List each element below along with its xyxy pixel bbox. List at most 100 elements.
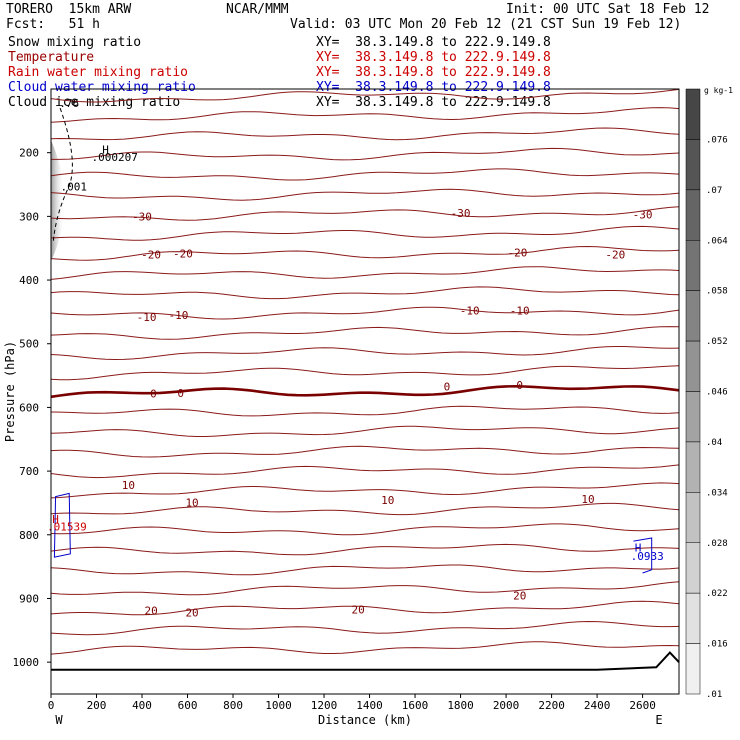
temperature-label: -10: [137, 311, 157, 324]
colorbar-tick-label: .07: [706, 186, 722, 196]
x-tick-label: 1000: [265, 699, 292, 712]
east-label: E: [655, 713, 662, 727]
temperature-label: 20: [352, 603, 365, 616]
colorbar-tick-label: .034: [706, 488, 728, 498]
colorbar-bin: [685, 492, 701, 544]
temperature-contours: [50, 88, 680, 655]
snow-label: .000207: [92, 151, 138, 164]
x-tick-label: 2400: [584, 699, 611, 712]
y-tick-label: 900: [19, 592, 39, 605]
temperature-label: -10: [460, 305, 480, 318]
x-tick-label: 200: [87, 699, 107, 712]
temperature-label: 20: [513, 589, 526, 602]
temperature-contour: [50, 445, 680, 458]
colorbar-bin: [685, 340, 701, 392]
temperature-contour: [50, 543, 680, 556]
colorbar-bin: [685, 240, 701, 291]
colorbar-bin: [685, 643, 701, 695]
temperature-label: 10: [122, 479, 135, 492]
field-cloud-water-name: Cloud water mixing ratio: [8, 80, 196, 95]
temperature-label: 10: [185, 496, 198, 509]
x-tick-label: 0: [48, 699, 55, 712]
colorbar-tick-label: .028: [706, 539, 728, 549]
temperature-contour: [50, 88, 680, 103]
snow-contour: [52, 107, 73, 242]
temperature-contour: [50, 425, 680, 437]
temperature-contour: [50, 266, 680, 280]
colorbar-tick-label: .076: [706, 135, 728, 145]
colorbar-bin: [685, 542, 701, 594]
field-cloud-water-xy: XY= 38.3.149.8 to 222.9.149.8: [316, 80, 551, 95]
colorbar-bin: [685, 391, 701, 443]
temperature-contour: [50, 107, 680, 123]
temperature-label: 10: [581, 493, 594, 506]
forecast-hour: Fcst: 51 h: [6, 17, 100, 32]
cloud-water-contour-west: [53, 492, 71, 558]
snow-shade: [51, 139, 65, 261]
temperature-label: 0: [177, 387, 184, 400]
temperature-label: -20: [141, 249, 161, 262]
temperature-contour: [50, 523, 680, 536]
x-tick-label: 600: [178, 699, 198, 712]
y-axis-label: Pressure (hPa): [3, 341, 17, 442]
west-label: W: [55, 713, 63, 727]
y-tick-label: 400: [19, 274, 39, 287]
temperature-contour: [50, 464, 680, 479]
rain-label: H: [52, 513, 59, 526]
temperature-contour: [50, 641, 680, 655]
temperature-contour: [50, 127, 680, 141]
field-rain-name: Rain water mixing ratio: [8, 65, 189, 80]
colorbar-tick-label: .064: [706, 236, 728, 246]
colorbar-unit: g kg-1: [704, 86, 733, 95]
snow-label: .001: [61, 180, 88, 193]
colorbar-tick-label: .046: [706, 388, 728, 398]
x-tick-label: 800: [223, 699, 243, 712]
temperature-label: -30: [633, 208, 653, 221]
temperature-label: -20: [173, 247, 193, 260]
mixing-ratio-contours: [52, 107, 653, 574]
plot-frame: [50, 88, 680, 695]
temperature-contour: [50, 326, 680, 340]
temperature-label: 20: [185, 606, 198, 619]
temperature-contour: [50, 365, 680, 381]
y-tick-label: 700: [19, 465, 39, 478]
x-tick-label: 1800: [447, 699, 474, 712]
temperature-label: -20: [508, 247, 528, 260]
terrain-line: [51, 651, 680, 671]
x-tick-label: 1200: [311, 699, 338, 712]
valid-time: Valid: 03 UTC Mon 20 Feb 12 (21 CST Sun …: [290, 17, 682, 32]
model-title: TORERO 15km ARW: [6, 2, 132, 17]
colorbar-tick-label: .016: [706, 640, 728, 650]
temperature-label: 10: [381, 494, 394, 507]
temperature-label: 20: [144, 605, 157, 618]
field-rain-xy: XY= 38.3.149.8 to 222.9.149.8: [316, 65, 551, 80]
y-tick-label: 1000: [13, 656, 40, 669]
field-cloud-ice-xy: XY= 38.3.149.8 to 222.9.149.8: [316, 95, 551, 110]
x-tick-label: 1600: [402, 699, 429, 712]
temperature-contour: [50, 286, 680, 300]
temperature-label: 0: [516, 379, 523, 392]
temperature-contour: [50, 564, 680, 576]
y-tick-label: 600: [19, 401, 39, 414]
x-tick-label: 2200: [538, 699, 565, 712]
cloud-water-label: .0933: [631, 550, 664, 563]
colorbar-tick-label: .058: [706, 287, 728, 297]
temperature-contour: [50, 188, 680, 201]
temperature-label: 0: [150, 387, 157, 400]
temperature-label: -20: [605, 249, 625, 262]
field-temperature-name: Temperature: [8, 50, 95, 65]
colorbar-bin: [685, 290, 701, 342]
colorbar-tick-label: .052: [706, 337, 728, 347]
colorbar-bin: [685, 88, 701, 140]
contour-labels: -30 -30 -30 -20 -20 -20 -20 -10 -10 -10 -10 0 0 0 0 10 1…: [47, 97, 664, 619]
temperature-label: 0: [444, 380, 451, 393]
temperature-contour: [50, 482, 680, 499]
field-snow-name: Snow mixing ratio: [8, 35, 142, 50]
x-tick-label: 2000: [493, 699, 520, 712]
x-tick-label: 1400: [356, 699, 383, 712]
y-tick-label: 300: [19, 210, 39, 223]
x-tick-label: 400: [132, 699, 152, 712]
snow-label: H: [102, 144, 109, 157]
